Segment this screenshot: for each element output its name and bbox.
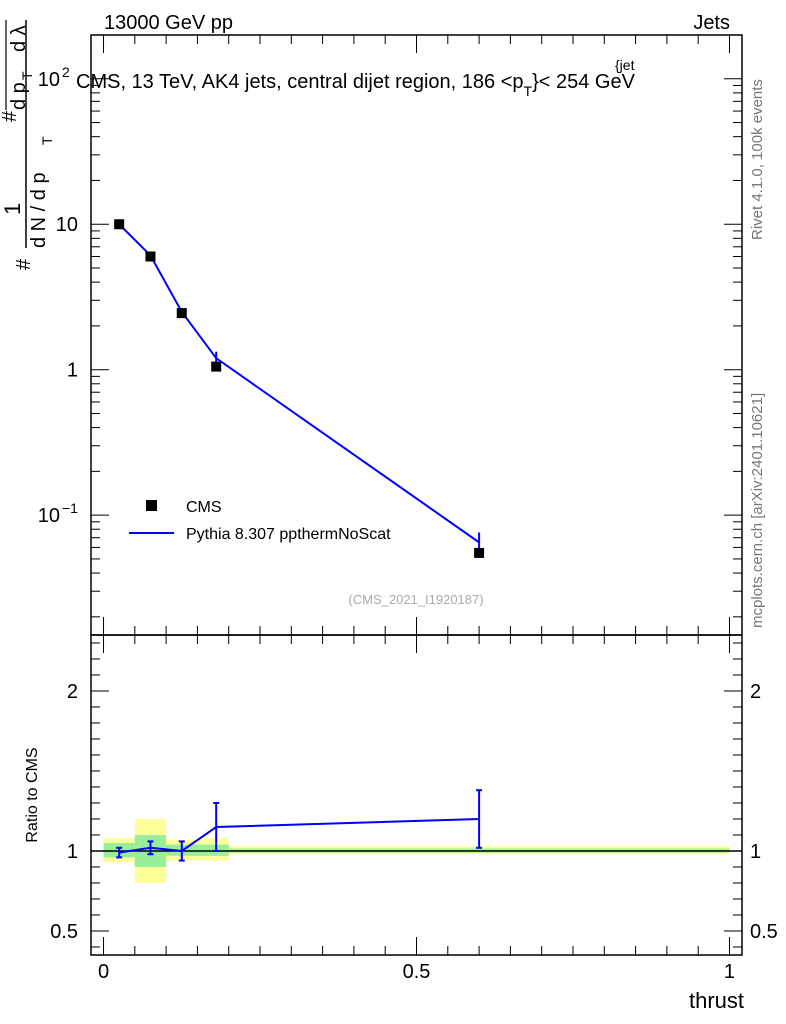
y-label-d2: d	[0, 64, 5, 75]
main-y-tick-label: 10	[56, 214, 78, 236]
ratio-frame	[90, 634, 743, 956]
chart-title-tail: }< 254 GeV	[532, 71, 636, 93]
main-y-tick-label: 10	[38, 69, 60, 91]
ratio-y-tick-label: 2	[67, 681, 78, 703]
energy-label: 13000 GeV pp	[104, 12, 233, 34]
cms-point	[474, 547, 485, 558]
ratio-band-green	[197, 844, 229, 856]
ratio-y-label: Ratio to CMS	[24, 747, 41, 842]
source-label: mcplots.cern.ch [arXiv:2401.10621]	[749, 393, 766, 628]
legend-pythia-label: Pythia 8.307 ppthermNoScat	[186, 526, 391, 543]
main-y-tick-exp: −1	[62, 500, 78, 516]
main-y-tick-label: 1	[67, 360, 78, 382]
chart-title: CMS, 13 TeV, AK4 jets, central dijet reg…	[76, 71, 636, 99]
pythia-line	[118, 223, 480, 544]
y-label-t1: T	[39, 136, 55, 145]
x-axis-label: thrust	[689, 988, 744, 1013]
chart-title-main: CMS, 13 TeV, AK4 jets, central dijet reg…	[76, 71, 524, 93]
ratio-series-layer	[116, 789, 483, 862]
chart-title-sup: {jet	[615, 57, 635, 73]
legend-cms-marker	[146, 500, 157, 511]
main-frame	[90, 34, 743, 636]
ratio-y-tick-label: 0.5	[50, 921, 78, 943]
ratio-y-tick-label-right: 0.5	[750, 921, 778, 943]
ratio-panel: 0.5 0.51 12 2 0 0.5 1 Ratio to CMS thrust	[24, 634, 778, 1013]
legend: CMS Pythia 8.307 ppthermNoScat	[129, 499, 391, 543]
y-label-t2: T	[19, 71, 35, 80]
legend-cms-label: CMS	[186, 499, 222, 516]
cms-point	[176, 308, 187, 319]
cms-point	[114, 219, 125, 230]
y-label-dpt: d p	[8, 82, 30, 110]
chart-title-sub: T	[524, 83, 533, 99]
main-y-label: # 1 d N / d p T # d 2 N d p T d λ	[0, 20, 55, 270]
ratio-x-tick-label: 0.5	[403, 961, 431, 983]
main-y-tick-exp: 2	[62, 64, 70, 80]
y-label-dlam: d λ	[8, 25, 30, 52]
ratio-y-tick-label-right: 2	[750, 681, 761, 703]
ratio-band-layer	[91, 819, 742, 883]
main-series-layer	[114, 219, 485, 558]
main-x-axis	[103, 35, 730, 635]
ratio-x-axis: 0 0.5 1	[98, 635, 735, 983]
y-label-hash1: #	[13, 258, 35, 270]
y-label-one: 1	[0, 203, 25, 215]
cms-point	[145, 251, 156, 262]
y-label-dn: d N / d p	[28, 172, 50, 248]
main-y-tick-label: 10	[38, 505, 60, 527]
ratio-x-tick-label: 0	[98, 961, 109, 983]
ratio-x-tick-label: 1	[724, 961, 735, 983]
y-label-hash2: #	[0, 110, 21, 122]
y-label-n: N	[0, 42, 5, 56]
ratio-y-axis: 0.5 0.5 1 1 2 2	[50, 642, 778, 948]
ratio-y-tick-label: 1	[67, 841, 78, 863]
category-label: Jets	[693, 12, 730, 34]
analysis-watermark: (CMS_2021_I1920187)	[348, 592, 483, 607]
ratio-y-tick-label-right: 1	[750, 841, 761, 863]
rivet-label: Rivet 4.1.0, 100k events	[749, 79, 766, 240]
cms-point	[211, 361, 222, 372]
